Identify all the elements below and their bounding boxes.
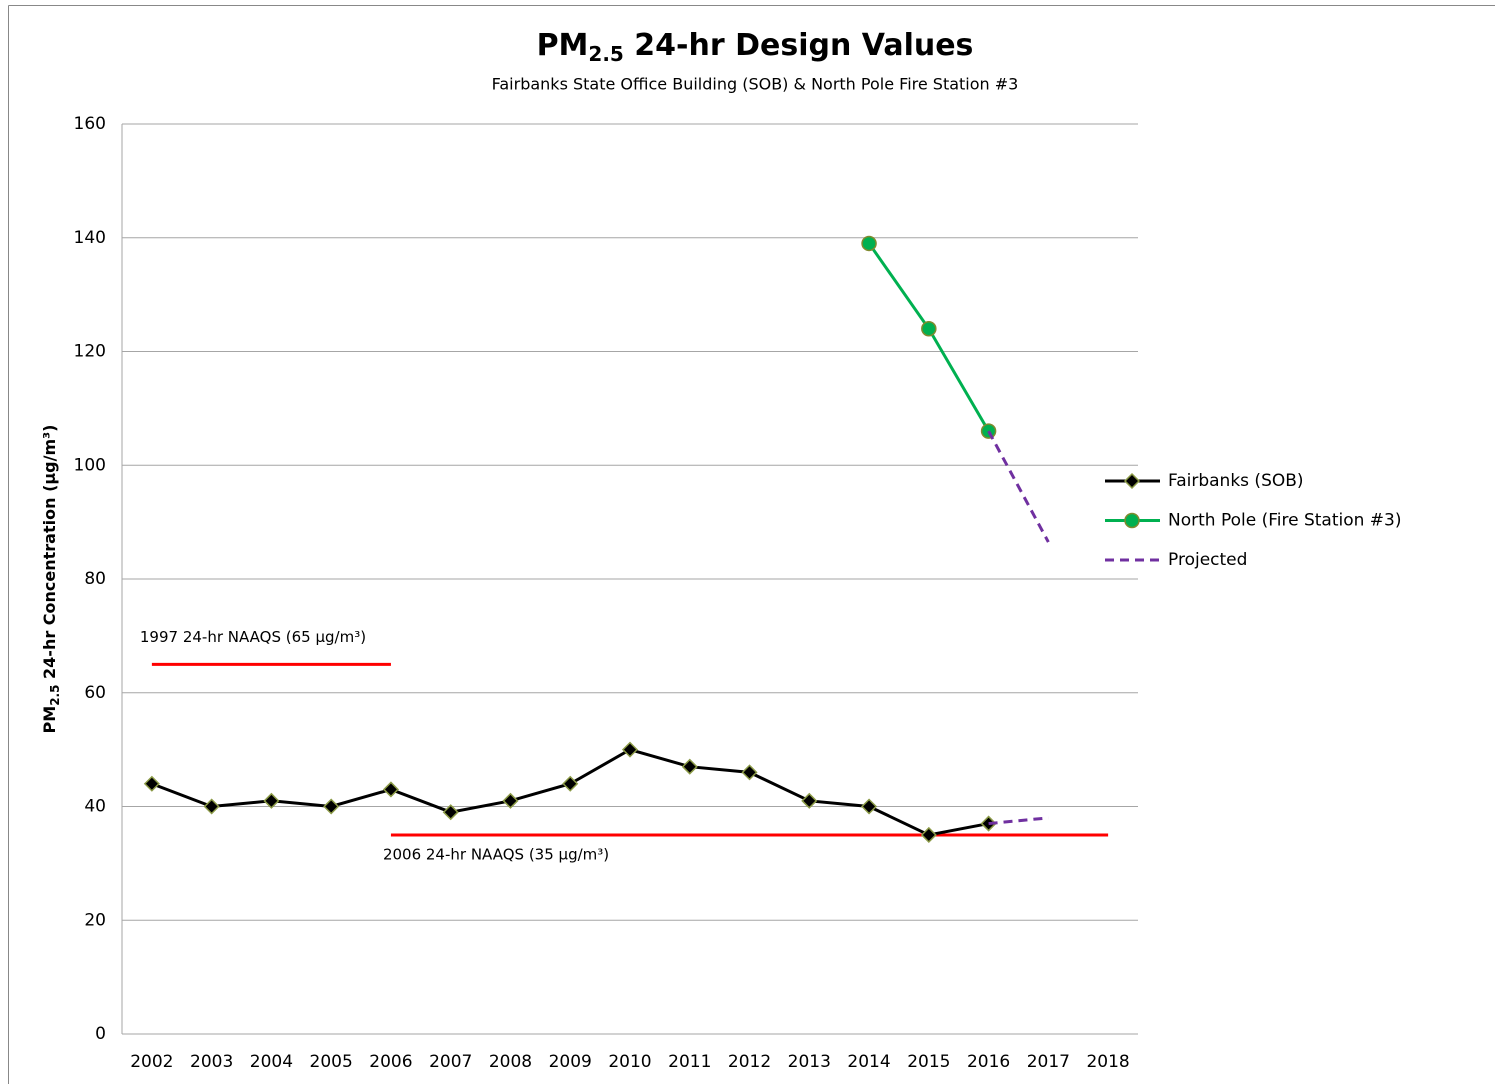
legend-label: North Pole (Fire Station #3) — [1168, 511, 1402, 531]
x-tick-label: 2003 — [190, 1052, 233, 1072]
marker — [562, 775, 579, 792]
x-tick-label: 2002 — [130, 1052, 173, 1072]
y-tick-label: 100 — [74, 455, 106, 475]
series-line — [987, 430, 1050, 543]
label-sub: 2.5 — [48, 685, 62, 706]
x-tick-label: 2006 — [369, 1052, 412, 1072]
marker — [861, 235, 877, 252]
marker — [382, 781, 400, 798]
y-tick-label: 40 — [84, 797, 106, 817]
y-tick-label: 20 — [84, 910, 106, 930]
marker — [203, 798, 220, 815]
x-tick-label: 2012 — [728, 1052, 771, 1072]
x-tick-label: 2009 — [549, 1052, 592, 1072]
title-sub: 2.5 — [588, 42, 623, 66]
marker — [920, 826, 937, 843]
legend-label: Fairbanks (SOB) — [1168, 471, 1304, 491]
legend-label: Projected — [1168, 550, 1247, 570]
x-tick-label: 2016 — [967, 1052, 1010, 1072]
x-tick-label: 2013 — [788, 1052, 831, 1072]
marker — [681, 758, 698, 775]
y-axis-label: PM2.5 24-hr Concentration (µg/m³) — [40, 425, 62, 734]
reference-label: 2006 24-hr NAAQS (35 µg/m³) — [383, 845, 609, 863]
x-tick-label: 2004 — [250, 1052, 293, 1072]
marker — [1124, 512, 1140, 529]
marker — [1123, 472, 1141, 490]
x-tick-label: 2008 — [489, 1052, 532, 1072]
reference-label: 1997 24-hr NAAQS (65 µg/m³) — [140, 628, 366, 646]
x-tick-label: 2015 — [907, 1052, 950, 1072]
marker — [801, 792, 818, 809]
series-line — [988, 816, 1049, 826]
x-tick-label: 2011 — [668, 1052, 711, 1072]
y-tick-label: 80 — [84, 569, 106, 589]
x-tick-label: 2005 — [310, 1052, 353, 1072]
x-tick-label: 2018 — [1086, 1052, 1129, 1072]
x-tick-label: 2014 — [847, 1052, 890, 1072]
y-tick-label: 60 — [84, 683, 106, 703]
series-line — [867, 242, 990, 432]
marker — [442, 804, 459, 821]
marker — [921, 321, 937, 337]
label-part: 24-hr Concentration (µg/m³) — [40, 425, 59, 685]
y-tick-label: 0 — [95, 1024, 106, 1044]
title-part: 24-hr Design Values — [624, 28, 974, 63]
series-line — [151, 748, 989, 837]
y-tick-label: 120 — [74, 342, 106, 362]
x-tick-label: 2017 — [1027, 1052, 1070, 1072]
marker — [860, 798, 878, 815]
x-tick-label: 2007 — [429, 1052, 472, 1072]
chart-subtitle: Fairbanks State Office Building (SOB) & … — [492, 75, 1019, 94]
marker — [621, 741, 639, 758]
y-tick-label: 160 — [74, 114, 106, 134]
marker — [502, 792, 519, 809]
label-part: PM — [40, 706, 59, 734]
title-part: PM — [537, 28, 589, 63]
x-tick-label: 2010 — [608, 1052, 651, 1072]
marker — [980, 815, 997, 832]
y-tick-label: 140 — [74, 228, 106, 248]
marker — [263, 792, 280, 809]
marker — [143, 775, 160, 792]
chart-title: PM2.5 24-hr Design Values — [537, 28, 974, 66]
marker — [323, 798, 340, 815]
marker — [741, 764, 758, 781]
